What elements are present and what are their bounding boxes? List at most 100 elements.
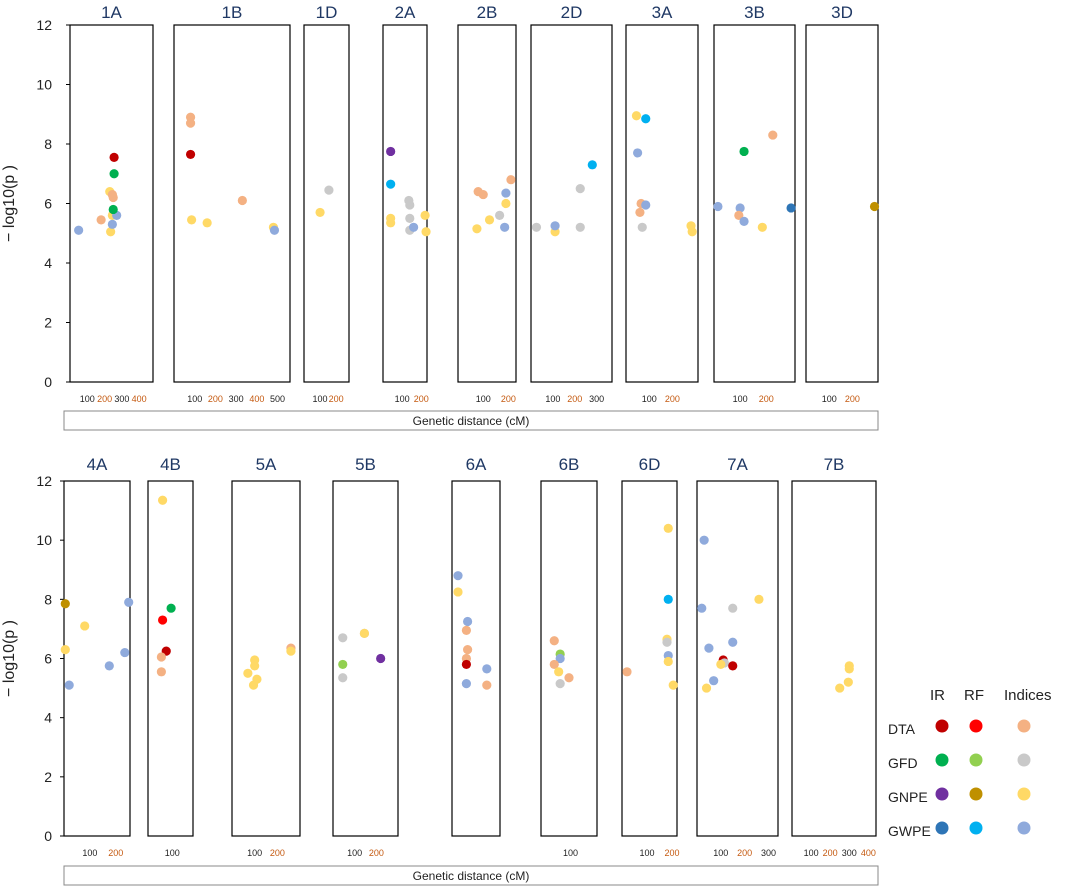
data-point-6D-DTA-Indices <box>622 667 632 677</box>
panel-title-7A: 7A <box>727 455 748 474</box>
legend-marker-GFD-Indices <box>1017 753 1031 767</box>
data-point-1A-DTA-IR <box>109 152 119 162</box>
y-tick-label: 6 <box>44 196 52 212</box>
data-point-4A-GWPE-Indices <box>64 680 74 690</box>
legend-row-GWPE: GWPE <box>888 823 931 839</box>
data-point-7B-GNPE-Indices <box>835 683 845 693</box>
data-point-4B-DTA-Indices <box>156 652 166 662</box>
x-tick-label: 200 <box>845 394 860 404</box>
x-tick-label: 100 <box>165 848 180 858</box>
data-point-5A-GNPE-Indices <box>248 680 259 690</box>
data-point-1A-GNPE-Indices <box>106 227 116 237</box>
data-point-7A-GNPE-Indices <box>701 683 712 693</box>
y-tick-label: 12 <box>36 17 52 33</box>
panel-frame-4A <box>63 480 131 837</box>
legend-marker-GNPE-IR <box>935 787 949 801</box>
panel-title-3D: 3D <box>831 3 853 22</box>
x-tick-label: 400 <box>249 394 264 404</box>
x-tick-label: 100 <box>247 848 262 858</box>
data-point-7A-GWPE-Indices <box>709 676 719 686</box>
data-point-3A-GWPE-Indices <box>641 200 651 210</box>
y-tick-label: 8 <box>44 136 52 152</box>
x-tick-label: 100 <box>395 394 410 404</box>
data-point-7A-GWPE-Indices <box>699 535 709 545</box>
panel-frame-7B <box>791 480 877 837</box>
data-point-4A-GNPE-Indices <box>80 621 90 631</box>
panel-frame-6A <box>451 480 501 837</box>
data-point-1D-GFD-Indices <box>324 185 334 195</box>
legend-row-GFD: GFD <box>888 755 918 771</box>
data-point-2A-GNPE-Indices <box>386 218 396 228</box>
data-point-7A-GNPE-Indices <box>716 659 726 670</box>
data-point-3B-GWPE-IR <box>786 203 796 213</box>
legend-marker-GWPE-RF <box>969 821 983 835</box>
data-point-3D-GNPE-RF <box>869 201 880 212</box>
data-point-6A-DTA-Indices <box>482 680 492 690</box>
data-point-3B-GFD-IR <box>739 146 749 157</box>
data-point-6D-GFD-Indices <box>662 637 672 647</box>
data-point-6D-GWPE-RF <box>663 594 673 604</box>
data-point-2D-GWPE-RF <box>587 160 597 170</box>
data-point-2B-GNPE-Indices <box>501 198 511 209</box>
y-tick-label: 0 <box>44 374 52 390</box>
panel-title-2B: 2B <box>477 3 498 22</box>
x-tick-label: 100 <box>476 394 491 404</box>
data-point-6D-GNPE-Indices <box>668 680 678 690</box>
data-point-1B-GNPE-Indices <box>187 215 197 225</box>
y-tick-label: 12 <box>36 473 52 489</box>
panel-frame-6B <box>540 480 598 837</box>
data-point-3B-GWPE-Indices <box>735 203 745 213</box>
data-point-1A-GWPE-Indices <box>107 219 117 229</box>
data-point-1A-DTA-Indices <box>108 192 118 203</box>
legend-marker-GNPE-RF <box>969 787 983 801</box>
panel-frame-5B <box>332 480 399 837</box>
x-tick-label: 400 <box>861 848 876 858</box>
data-point-3B-DTA-Indices <box>734 210 744 220</box>
panel-frame-5A <box>231 480 301 837</box>
panel-frame-3D <box>805 24 879 383</box>
data-point-2B-GWPE-Indices <box>501 188 511 198</box>
legend-column-IR: IR <box>930 687 945 704</box>
data-point-5B-GFD-Indices <box>338 673 348 683</box>
data-point-2A-GNPE-Indices <box>421 227 431 237</box>
data-point-2B-DTA-Indices <box>478 189 488 200</box>
data-point-6A-DTA-IR <box>461 659 471 670</box>
data-point-1B-DTA-Indices <box>237 195 247 206</box>
y-tick-label: 4 <box>44 710 52 726</box>
data-point-5B-GNPE-Indices <box>359 628 370 638</box>
data-point-6B-GWPE-Indices <box>555 653 565 664</box>
panel-title-4A: 4A <box>87 455 108 474</box>
panel-frame-1A <box>69 24 154 383</box>
x-tick-label: 100 <box>313 394 328 404</box>
y-tick-label: 6 <box>44 651 52 667</box>
data-point-3A-GWPE-RF <box>641 114 651 124</box>
legend-row-DTA: DTA <box>888 721 916 737</box>
data-point-1B-GWPE-Indices <box>269 225 280 235</box>
panel-frame-2D <box>530 24 613 383</box>
data-point-2A-GWPE-RF <box>386 179 396 189</box>
legend-marker-GWPE-IR <box>935 821 949 835</box>
data-point-6A-DTA-Indices <box>461 625 471 635</box>
legend-column-Indices: Indices <box>1004 687 1052 704</box>
panel-frame-7A <box>696 480 779 837</box>
y-tick-label: 4 <box>44 255 52 271</box>
data-point-6B-GFD-Indices <box>555 679 565 689</box>
y-axis-label: − log10(p ) <box>1 165 18 242</box>
data-point-2D-GFD-Indices <box>531 222 542 232</box>
x-tick-label: 100 <box>563 848 578 858</box>
data-point-4A-GNPE-RF <box>60 599 70 609</box>
panel-title-1D: 1D <box>316 3 338 22</box>
data-point-7A-GNPE-Indices <box>754 594 764 604</box>
legend-marker-DTA-RF <box>969 719 983 733</box>
x-tick-label: 200 <box>665 394 680 404</box>
x-tick-label: 300 <box>842 848 857 858</box>
data-point-2B-GNPE-Indices <box>472 224 482 234</box>
panel-title-3A: 3A <box>652 3 673 22</box>
data-point-3A-GWPE-Indices <box>633 148 643 158</box>
data-point-2D-GFD-Indices <box>575 184 585 194</box>
legend-marker-GWPE-Indices <box>1017 821 1031 835</box>
data-point-6D-GNPE-Indices <box>663 523 673 533</box>
legend-marker-DTA-Indices <box>1017 719 1031 733</box>
data-point-2D-GFD-Indices <box>575 222 585 232</box>
data-point-1A-GWPE-Indices <box>74 225 84 235</box>
